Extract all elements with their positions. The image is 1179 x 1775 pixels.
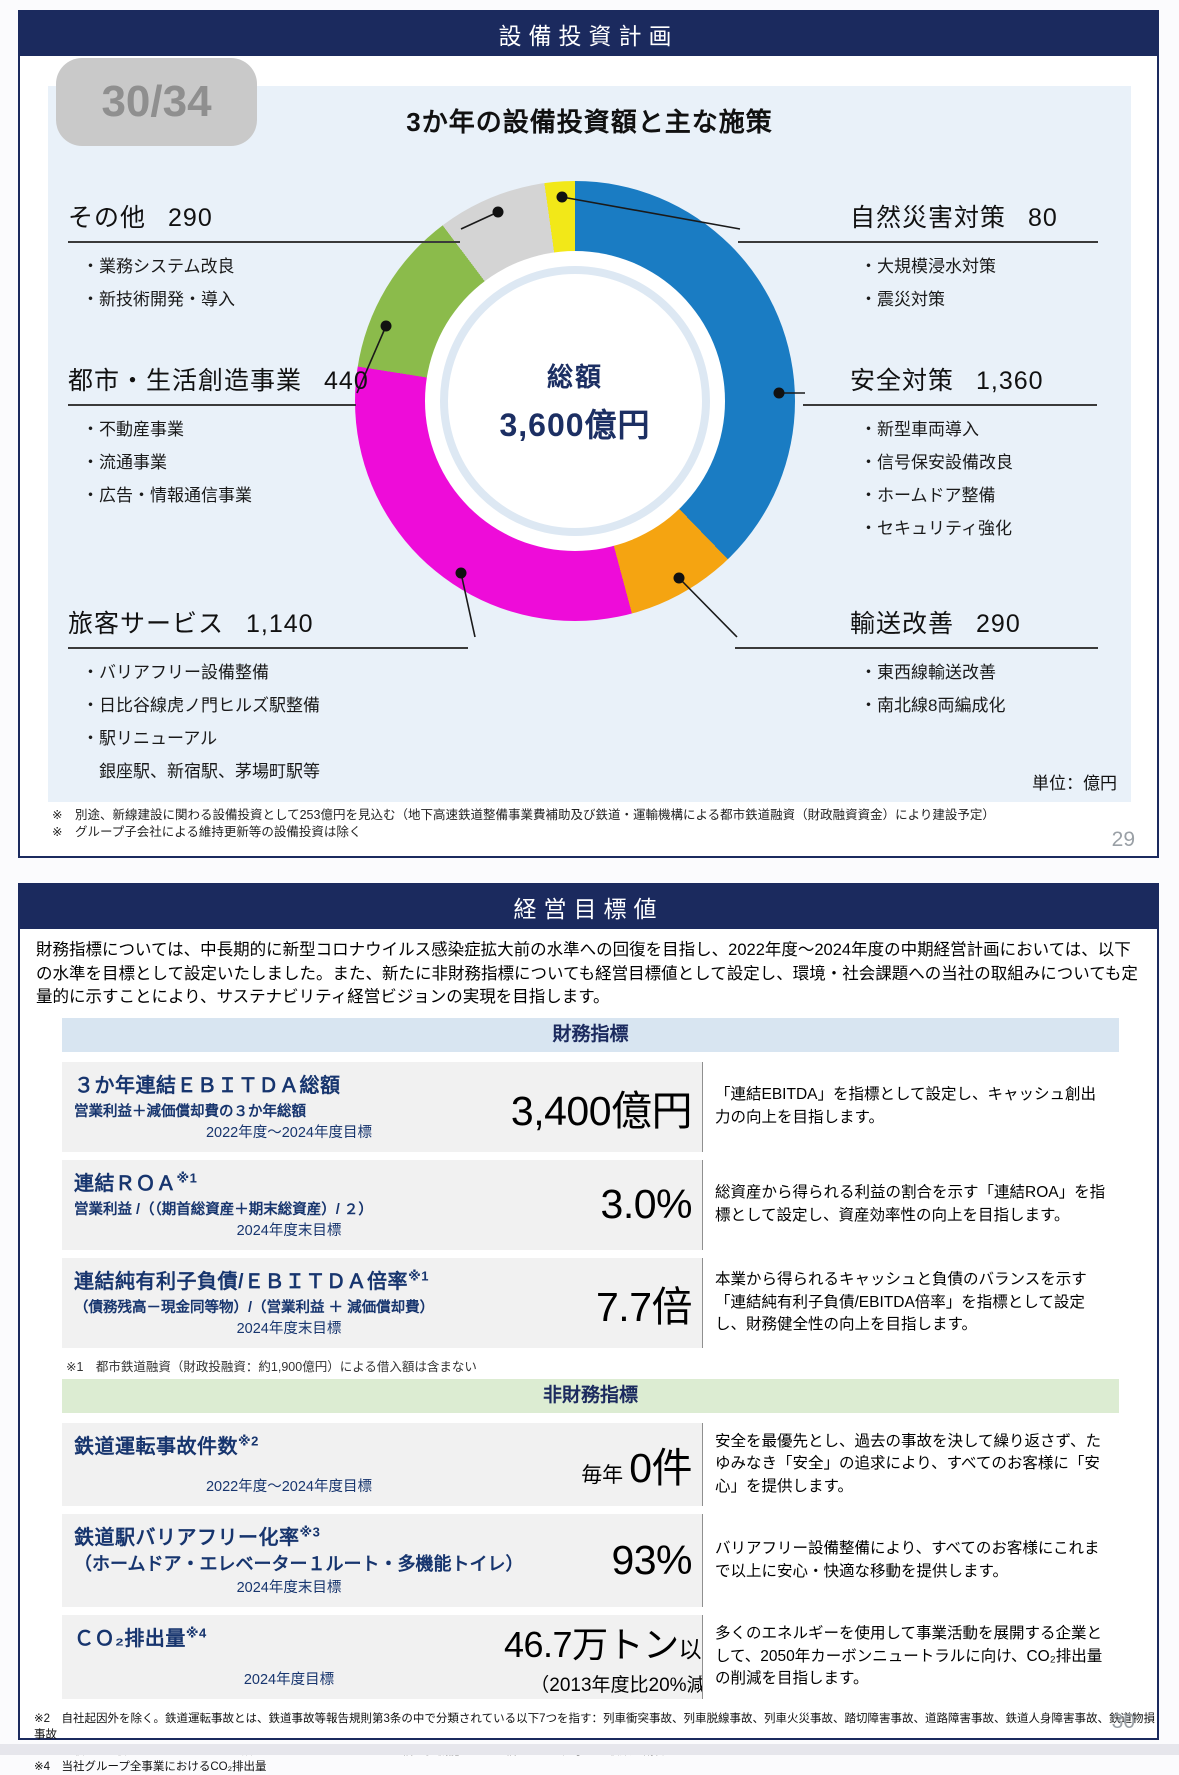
metric-formula: （債務残高－現金同等物）/（営業利益 ＋ 減価償却費）	[74, 1299, 435, 1316]
slide1-header-title: 設備投資計画	[20, 12, 1157, 56]
chart-title: 3か年の設備投資額と主な施策	[406, 107, 773, 137]
slide2-page-number: 30	[1111, 1710, 1135, 1733]
donut-inner-ring	[440, 266, 710, 536]
segment-details: ・バリアフリー設備整備 ・日比谷線虎ノ門ヒルズ駅整備 ・駅リニューアル 銀座駅、…	[82, 663, 320, 781]
metric-title: ３か年連結ＥＢＩＴＤＡ総額	[74, 1074, 341, 1097]
segment-label-disaster: 自然災害対策 80 ・大規模浸水対策 ・震災対策	[738, 198, 1098, 316]
segment-label-passenger-service: 旅客サービス 1,140 ・バリアフリー設備整備 ・日比谷線虎ノ門ヒルズ駅整備 ・…	[68, 604, 468, 788]
segment-details: ・業務システム改良 ・新技術開発・導入	[82, 257, 235, 309]
metric-value: 毎年 0件	[581, 1445, 692, 1492]
page-indicator-badge: 30/34	[56, 58, 257, 146]
metric-description: 安全を最優先とし、過去の事故を決して繰り返さず、たゆみなき「安全」の追求により、…	[702, 1422, 1119, 1507]
intro-paragraph: 財務指標については、中長期的に新型コロナウイルス感染症拡大前の水準への回復を目指…	[36, 941, 1138, 1007]
metric-value: 46.7万トン以下 （2013年度比20%減）	[504, 1624, 725, 1697]
segment-label-safety: 安全対策 1,360 ・新型車両導入 ・信号保安設備改良 ・ホームドア整備 ・セキ…	[803, 361, 1097, 545]
metric-period: 2024年度末目標	[236, 1222, 342, 1239]
slide2-footnotes: ※2 自社起因外を除く。鉄道運転事故とは、鉄道事故等報告規則第3条の中で分類され…	[34, 1712, 1155, 1773]
metric-period: 2024年度目標	[243, 1671, 335, 1688]
metric-title: 連結純有利子負債/ＥＢＩＴＤＡ倍率※1	[74, 1268, 429, 1293]
metric-description: 多くのエネルギーを使用して事業活動を展開する企業として、2050年カーボンニュー…	[702, 1615, 1119, 1699]
segment-details: ・不動産事業 ・流通事業 ・広告・情報通信事業	[82, 420, 252, 505]
segment-heading: 自然災害対策 80	[738, 198, 1098, 243]
donut-center-text: 総額 3,600億円	[499, 357, 650, 446]
donut-chart: 総額 3,600億円	[355, 181, 795, 621]
slide1-page-number: 29	[1111, 828, 1135, 851]
metric-title: 連結ＲＯＡ※1	[74, 1170, 198, 1195]
slide2-header-title: 経営目標値	[20, 885, 1157, 929]
metric-description: 「連結EBITDA」を指標として設定し、キャッシュ創出力の向上を目指します。	[702, 1061, 1119, 1152]
metric-row-accidents: 鉄道運転事故件数※2 2022年度～2024年度目標 毎年 0件 安全を最優先とし…	[62, 1422, 1119, 1507]
metric-row-net-debt-ebitda: 連結純有利子負債/ＥＢＩＴＤＡ倍率※1 （債務残高－現金同等物）/（営業利益 ＋…	[62, 1257, 1119, 1348]
metric-description: 本業から得られるキャッシュと負債のバランスを示す「連結純有利子負債/EBITDA…	[702, 1257, 1119, 1348]
donut-total-label: 総額	[546, 361, 603, 392]
segment-heading: 都市・生活創造事業 440	[68, 361, 368, 406]
slide-management-targets: 経営目標値 財務指標については、中長期的に新型コロナウイルス感染症拡大前の水準へ…	[18, 883, 1159, 1773]
segment-details: ・東西線輸送改善 ・南北線8両編成化	[860, 663, 1006, 715]
metric-period: 2022年度～2024年度目標	[205, 1479, 372, 1496]
segment-heading: その他 290	[68, 198, 460, 243]
segment-details: ・新型車両導入 ・信号保安設備改良 ・ホームドア整備 ・セキュリティ強化	[860, 420, 1013, 538]
nonfinancial-band: 非財務指標	[62, 1378, 1119, 1413]
viewer-background-strip	[0, 1744, 1179, 1755]
segment-heading: 輸送改善 290	[735, 604, 1098, 649]
metric-description: バリアフリー設備整備により、すべてのお客様にこれまで以上に安心・快適な移動を提供…	[702, 1514, 1119, 1608]
donut-total-value: 3,600億円	[499, 406, 651, 443]
financial-note: ※1 都市鉄道融資（財政投融資：約1,900億円）による借入額は含まない	[66, 1359, 477, 1374]
metric-formula: 営業利益 /（（期首総資産＋期末総資産）/ ２）	[74, 1201, 373, 1218]
metric-value: 93%	[611, 1537, 692, 1584]
metric-value: 3.0%	[600, 1181, 693, 1228]
financial-band: 財務指標	[62, 1017, 1119, 1052]
metric-formula: 営業利益＋減価償却費の３か年総額	[74, 1103, 306, 1120]
metric-period: 2024年度末目標	[236, 1580, 342, 1597]
slide-capital-investment: 設備投資計画 30/34 3か年の設備投資額と主な施策 総額 3,600億円	[18, 10, 1159, 858]
segment-label-transport: 輸送改善 290 ・東西線輸送改善 ・南北線8両編成化	[735, 604, 1098, 722]
segment-label-urban-life: 都市・生活創造事業 440 ・不動産事業 ・流通事業 ・広告・情報通信事業	[68, 361, 368, 512]
metric-row-roa: 連結ＲＯＡ※1 営業利益 /（（期首総資産＋期末総資産）/ ２） 2024年度末…	[62, 1159, 1119, 1250]
metric-row-ebitda: ３か年連結ＥＢＩＴＤＡ総額 営業利益＋減価償却費の３か年総額 2022年度～20…	[62, 1061, 1119, 1152]
metric-title: ＣＯ₂排出量※4	[74, 1625, 207, 1651]
segment-heading: 旅客サービス 1,140	[68, 604, 468, 649]
metric-period: 2024年度末目標	[236, 1320, 342, 1337]
metric-value: 3,400億円	[510, 1087, 693, 1134]
metric-row-barrier-free: 鉄道駅バリアフリー化率※3 （ホームドア・エレベーター１ルート・多機能トイレ） …	[62, 1514, 1119, 1608]
metric-title: 鉄道運転事故件数※2	[74, 1433, 259, 1458]
chart-panel: 3か年の設備投資額と主な施策 総額 3,600億円	[48, 86, 1131, 802]
slide1-footnotes: ※ 別途、新線建設に関わる設備投資として253億円を見込む（地下高速鉄道整備事業…	[52, 808, 995, 839]
donut-hole: 総額 3,600億円	[425, 251, 725, 551]
metric-period: 2022年度～2024年度目標	[205, 1124, 372, 1141]
metric-row-co2: ＣＯ₂排出量※4 2024年度目標 46.7万トン以下 （2013年度比20%減…	[62, 1615, 1119, 1699]
segment-label-other: その他 290 ・業務システム改良 ・新技術開発・導入	[68, 198, 460, 316]
segment-details: ・大規模浸水対策 ・震災対策	[860, 257, 996, 309]
metric-subtitle: （ホームドア・エレベーター１ルート・多機能トイレ）	[74, 1554, 524, 1575]
metric-title: 鉄道駅バリアフリー化率※3	[74, 1524, 321, 1550]
segment-heading: 安全対策 1,360	[803, 361, 1097, 406]
unit-note: 単位：億円	[1032, 774, 1117, 793]
metric-description: 総資産から得られる利益の割合を示す「連結ROA」を指標として設定し、資産効率性の…	[702, 1159, 1119, 1250]
metric-value: 7.7倍	[596, 1283, 693, 1330]
